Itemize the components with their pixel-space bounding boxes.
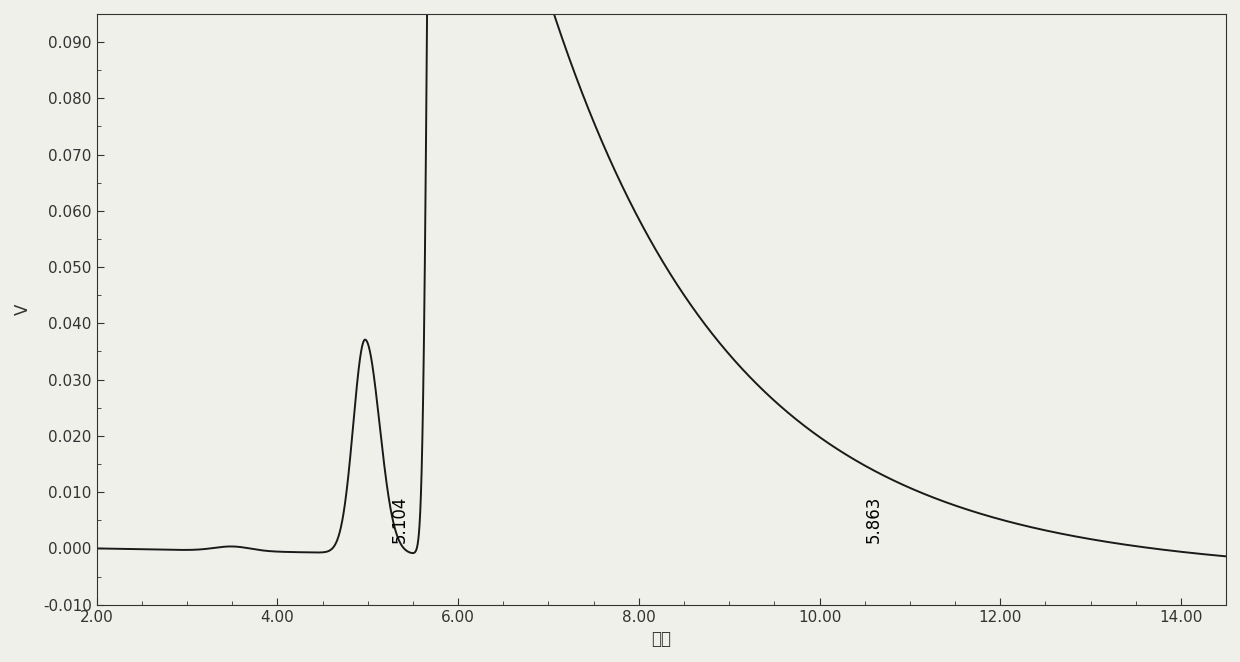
Text: 5.863: 5.863 bbox=[864, 495, 883, 543]
Y-axis label: V: V bbox=[14, 304, 32, 315]
X-axis label: 分钟: 分钟 bbox=[651, 630, 671, 648]
Text: 5.104: 5.104 bbox=[391, 495, 408, 543]
